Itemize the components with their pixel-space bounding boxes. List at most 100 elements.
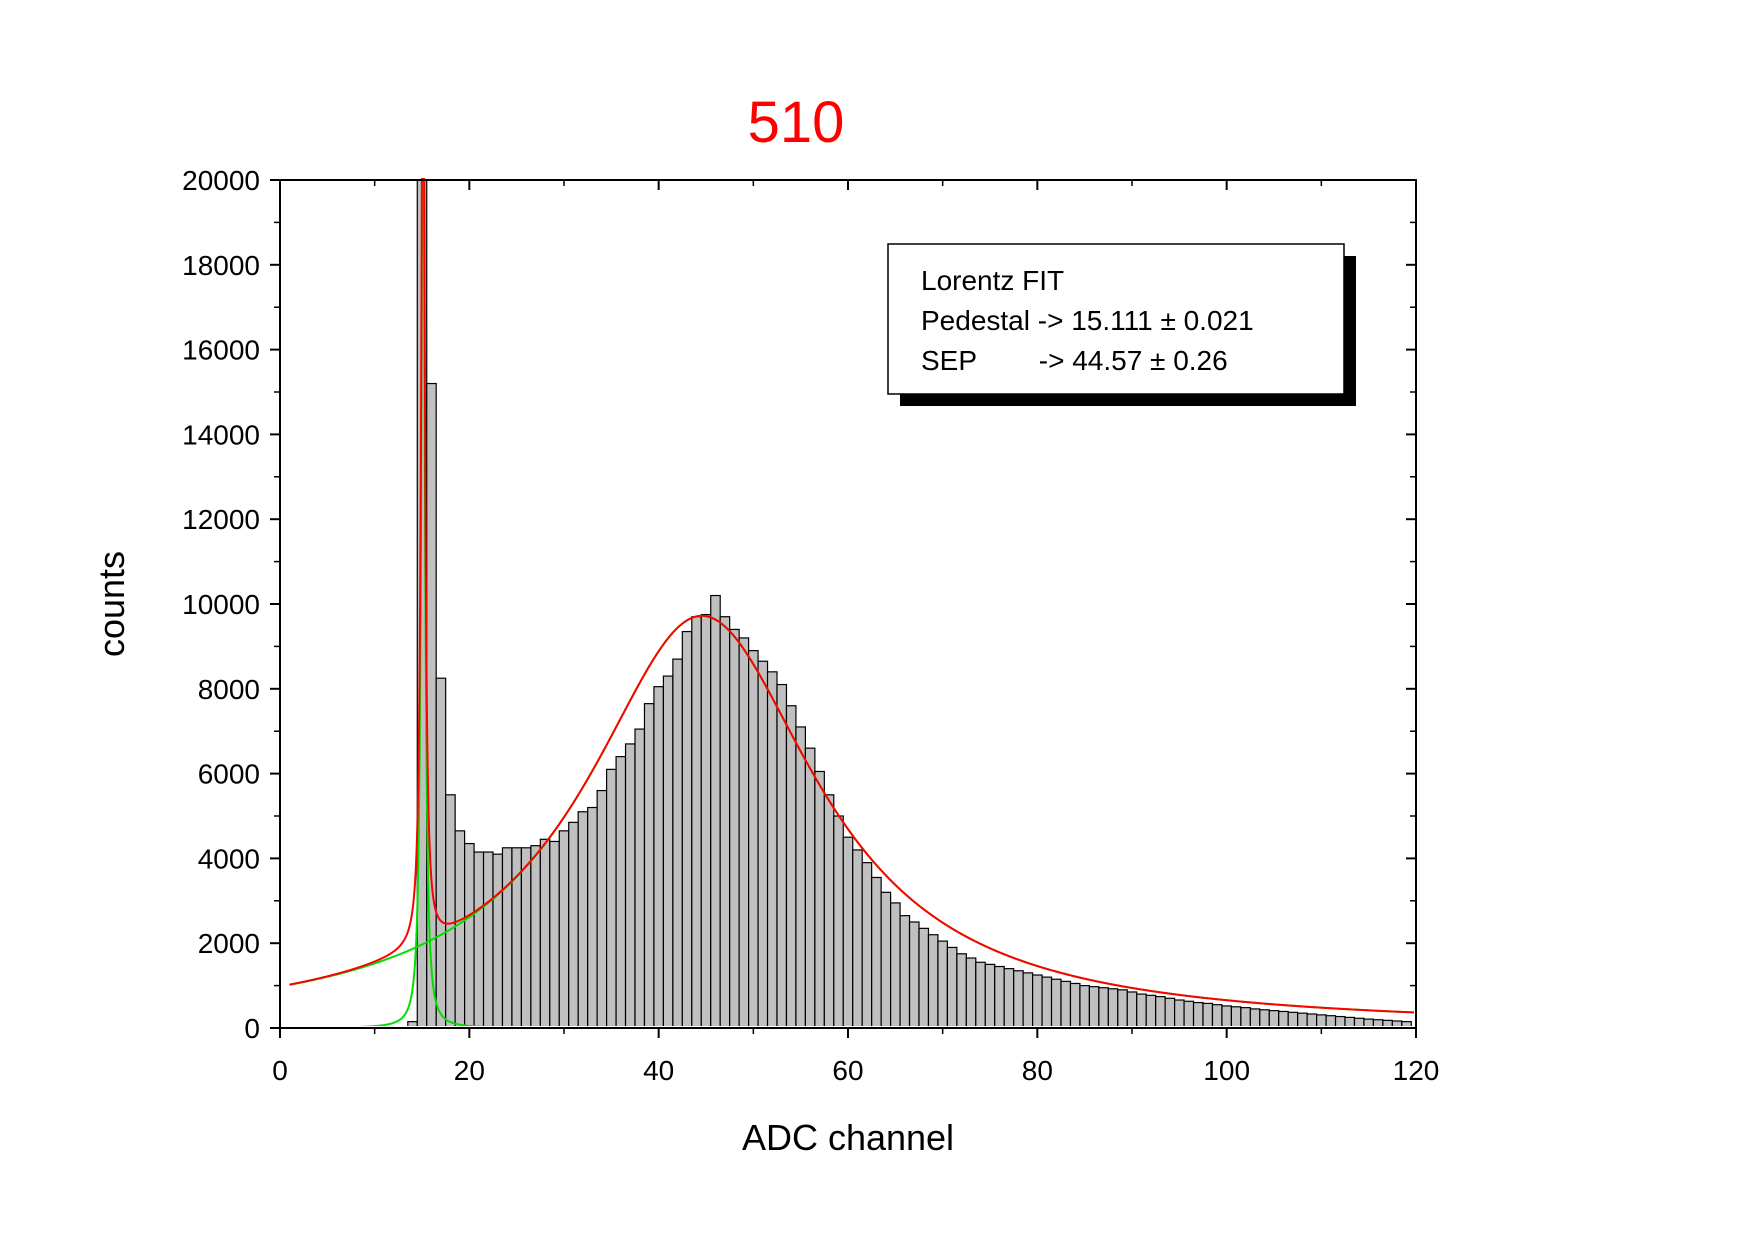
histogram-bar — [1013, 970, 1024, 1026]
histogram-bar — [587, 806, 598, 1026]
histogram-bar — [937, 940, 948, 1026]
chart-title: 510 — [748, 90, 845, 155]
histogram-bar — [946, 946, 958, 1026]
histogram-bar — [975, 961, 986, 1026]
histogram-bar — [596, 789, 608, 1026]
histogram-bar — [653, 686, 664, 1026]
histogram-bar — [1145, 994, 1157, 1026]
histogram-bar — [747, 650, 759, 1026]
x-tick-label: 120 — [1393, 1055, 1440, 1086]
x-axis-title: ADC channel — [742, 1117, 954, 1158]
histogram-bar — [435, 677, 447, 1026]
y-tick-label: 16000 — [182, 335, 260, 366]
histogram-bar — [1391, 1020, 1403, 1026]
histogram-bar — [1060, 980, 1072, 1026]
histogram-bar — [634, 728, 646, 1026]
histogram-bar — [1003, 968, 1015, 1026]
histogram-bar — [549, 840, 560, 1026]
histogram-bar — [833, 815, 844, 1026]
histogram-bar — [558, 830, 570, 1026]
legend-line-sep: SEP -> 44.57 ± 0.26 — [921, 345, 1228, 376]
histogram-bar — [445, 794, 456, 1026]
x-tick-label: 0 — [272, 1055, 288, 1086]
histogram-bar — [691, 616, 702, 1026]
histogram-bar — [1315, 1014, 1327, 1026]
histogram-bar — [994, 965, 1005, 1026]
histogram-bar — [672, 658, 683, 1026]
x-tick-label: 40 — [643, 1055, 674, 1086]
fit-curves — [289, 178, 1414, 1026]
histogram-bar — [908, 921, 920, 1026]
histogram-bar — [577, 811, 589, 1026]
histogram-bar — [1211, 1004, 1223, 1026]
y-tick-label: 10000 — [182, 589, 260, 620]
histogram-bar — [539, 838, 551, 1026]
histogram-bar — [738, 637, 750, 1026]
y-tick-label: 8000 — [198, 674, 260, 705]
histogram-bar — [757, 660, 769, 1026]
histogram-bar — [615, 756, 627, 1026]
histogram-bar — [1268, 1010, 1280, 1026]
histogram-bar — [1249, 1008, 1261, 1026]
histogram-bar — [1278, 1010, 1289, 1026]
histogram-bar — [1306, 1013, 1318, 1026]
histogram-bar — [530, 845, 541, 1026]
legend-line-pedestal: Pedestal -> 15.111 ± 0.021 — [921, 305, 1254, 336]
histogram-bar — [965, 957, 977, 1026]
histogram-bar — [1325, 1015, 1337, 1026]
histogram-bar — [1136, 993, 1147, 1026]
histogram-bar — [918, 927, 930, 1026]
histogram-bar — [871, 876, 882, 1026]
total-fit-curve — [289, 178, 1414, 1014]
histogram-bar — [1050, 978, 1062, 1026]
histogram-bar — [956, 953, 967, 1026]
x-tick-label: 80 — [1022, 1055, 1053, 1086]
histogram-bar — [624, 743, 636, 1026]
histogram-bar — [1173, 999, 1185, 1026]
histogram-bar — [776, 683, 788, 1026]
histogram-bar — [520, 847, 532, 1026]
histogram-bar — [605, 768, 617, 1026]
histogram-bar — [1117, 989, 1128, 1026]
histogram-bar — [454, 830, 466, 1026]
histogram-bar — [1363, 1018, 1375, 1026]
histogram-bar — [662, 675, 674, 1026]
histogram-bar — [795, 726, 806, 1026]
y-axis: 0 2000 4000 6000 8000 10000 12000 14000 16000 180… — [182, 165, 1416, 1044]
histogram-bar — [643, 703, 655, 1026]
histogram-bar — [1041, 976, 1053, 1026]
histogram-bar — [984, 963, 996, 1026]
histogram-bar — [1202, 1002, 1214, 1026]
histogram-bar — [766, 671, 778, 1026]
histogram-bar — [852, 849, 863, 1026]
x-tick-label: 20 — [454, 1055, 485, 1086]
histogram-bar — [1088, 986, 1100, 1026]
histogram-bar — [1079, 984, 1091, 1026]
histogram-bar — [1353, 1017, 1365, 1026]
histogram-bar — [1183, 1000, 1195, 1026]
histogram-bar — [1031, 974, 1043, 1026]
histogram-bar — [1126, 991, 1138, 1026]
histogram-bar — [700, 613, 712, 1026]
histogram-bar — [880, 891, 892, 1026]
histogram-bar — [861, 862, 873, 1026]
legend: Lorentz FIT Pedestal -> 15.111 ± 0.021 S… — [887, 243, 1356, 406]
histogram-bar — [1240, 1007, 1251, 1026]
x-tick-label: 100 — [1203, 1055, 1250, 1086]
histogram-bar — [1334, 1015, 1346, 1026]
histogram-bar — [1155, 996, 1166, 1026]
histogram-bar — [1259, 1009, 1270, 1026]
legend-line-title: Lorentz FIT — [921, 265, 1064, 296]
histogram-bar — [927, 934, 939, 1026]
x-tick-label: 60 — [832, 1055, 863, 1086]
histogram-bar — [729, 628, 740, 1026]
y-tick-label: 12000 — [182, 504, 260, 535]
histogram-bar — [814, 770, 825, 1026]
histogram-bar — [473, 851, 485, 1026]
histogram-bar — [464, 842, 475, 1026]
histogram-bar — [823, 794, 835, 1026]
y-tick-label: 2000 — [198, 928, 260, 959]
histogram-bar — [842, 836, 854, 1026]
histogram-bar — [804, 747, 816, 1026]
